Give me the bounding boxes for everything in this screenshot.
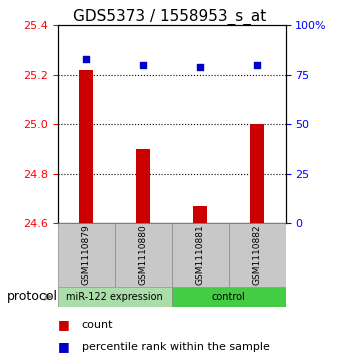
- Bar: [172, 287, 286, 307]
- Bar: [79, 70, 94, 223]
- Bar: [136, 149, 150, 223]
- Text: count: count: [82, 320, 113, 330]
- Text: percentile rank within the sample: percentile rank within the sample: [82, 342, 270, 352]
- Text: GSM1110881: GSM1110881: [196, 225, 205, 285]
- Text: GSM1110879: GSM1110879: [82, 225, 91, 285]
- Bar: [115, 223, 172, 287]
- Text: miR-122 expression: miR-122 expression: [66, 292, 163, 302]
- Text: ■: ■: [58, 340, 70, 353]
- Bar: [193, 206, 207, 223]
- Text: protocol: protocol: [7, 290, 58, 303]
- Bar: [172, 223, 229, 287]
- Point: [254, 62, 260, 68]
- Text: GDS5373 / 1558953_s_at: GDS5373 / 1558953_s_at: [73, 9, 267, 25]
- Bar: [250, 124, 264, 223]
- Bar: [58, 223, 115, 287]
- Text: GSM1110882: GSM1110882: [253, 225, 261, 285]
- Text: control: control: [212, 292, 245, 302]
- Point: [84, 56, 89, 62]
- Text: ■: ■: [58, 318, 70, 331]
- Bar: [58, 287, 172, 307]
- Point: [198, 64, 203, 70]
- Bar: [228, 223, 286, 287]
- Text: GSM1110880: GSM1110880: [139, 225, 148, 285]
- Point: [140, 62, 146, 68]
